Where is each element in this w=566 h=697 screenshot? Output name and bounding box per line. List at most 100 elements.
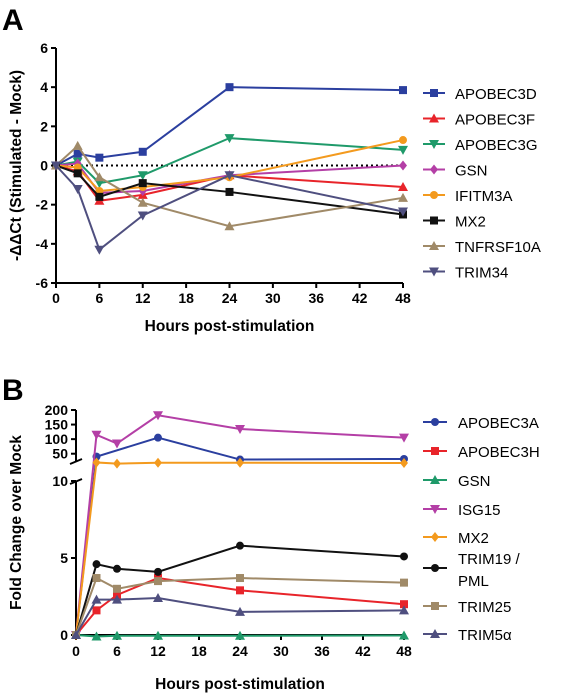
data-point-apobec3g	[224, 134, 235, 144]
y-tick-label: 0	[40, 158, 48, 174]
data-point-gsn	[235, 630, 245, 640]
y-tick-label: 100	[45, 431, 69, 447]
y-tick-label: 5	[60, 550, 68, 566]
legend-marker-tnfrsf10a	[429, 241, 439, 250]
legend-marker-trim34	[429, 267, 439, 277]
y-tick-label: 150	[45, 417, 69, 433]
y-tick-label: 0	[60, 627, 68, 643]
legend-marker-apobec3d	[430, 89, 438, 97]
legend-marker-ifitm3a	[430, 191, 438, 199]
data-point-isg15	[399, 433, 409, 443]
x-tick-label: 12	[135, 290, 151, 306]
data-point-apobec3h	[236, 586, 244, 595]
legend-label-isg15: ISG15	[458, 502, 501, 519]
data-point-isg15	[112, 439, 122, 449]
data-point-mx2	[113, 458, 121, 469]
data-point-apobec3f	[398, 182, 408, 192]
legend-marker-trim19-pml	[431, 564, 439, 572]
data-point-trim19-pml	[400, 552, 408, 561]
legend-label-gsn: GSN	[458, 473, 491, 490]
legend-label-apobec3f: APOBEC3F	[455, 112, 535, 129]
series-line-trim25	[75, 576, 405, 636]
data-point-apobec3g	[398, 145, 408, 155]
y-tick-label: 4	[40, 79, 48, 95]
legend-marker-apobec3a	[431, 418, 439, 426]
x-tick-label: 48	[395, 290, 411, 306]
data-point-ifitm3a	[399, 136, 407, 145]
x-tick-label: 0	[72, 643, 80, 659]
data-point-trim19-pml	[92, 560, 101, 569]
data-point-mx2	[236, 457, 244, 468]
data-point-trim5	[112, 594, 122, 604]
legend-label-trim25: TRIM25	[458, 599, 511, 616]
data-point-trim34	[137, 211, 148, 221]
x-tick-label: 30	[265, 290, 281, 306]
data-point-trim25	[236, 574, 244, 583]
x-tick-label: 0	[52, 290, 60, 306]
y-tick-label: 200	[45, 402, 69, 418]
x-tick-label: 18	[191, 643, 207, 659]
data-point-trim34	[398, 207, 408, 217]
legend-marker-gsn	[430, 475, 440, 484]
data-point-apobec3g	[94, 179, 105, 189]
data-point-apobec3h	[400, 600, 408, 609]
data-point-apobec3d	[95, 153, 104, 162]
x-axis-title: Hours post-stimulation	[155, 676, 325, 693]
x-tick-label: 36	[314, 643, 330, 659]
series-line-trim5	[75, 597, 405, 636]
legend-marker-mx2	[431, 532, 439, 542]
x-tick-label: 18	[178, 290, 194, 306]
data-point-gsn	[399, 630, 409, 640]
series-line-isg15	[75, 414, 405, 636]
panel-b-letter: B	[2, 374, 24, 407]
data-point-apobec3a	[154, 433, 162, 442]
y-axis-title: -ΔΔCt (Stimulated - Mock)	[8, 70, 25, 261]
legend-label-apobec3h: APOBEC3H	[458, 444, 540, 461]
legend-marker-trim25	[431, 602, 439, 610]
data-point-trim25	[113, 584, 121, 593]
data-point-gsn	[91, 631, 102, 641]
x-tick-label: 24	[222, 290, 238, 306]
legend-marker-apobec3g	[429, 140, 439, 149]
data-point-mx2	[73, 169, 82, 178]
legend-label-ifitm3a: IFITM3A	[455, 188, 513, 205]
legend-label-mx2: MX2	[455, 214, 486, 231]
data-point-tnfrsf10a	[224, 221, 235, 231]
panel-a-letter: A	[2, 4, 24, 37]
legend-label-mx2: MX2	[458, 530, 489, 547]
data-point-tnfrsf10a	[137, 197, 148, 207]
data-point-trim25	[154, 577, 162, 586]
legend-label-gsn: GSN	[455, 163, 488, 180]
legend-label-trim19-pml: TRIM19 /PML	[458, 551, 521, 590]
data-point-tnfrsf10a	[94, 172, 105, 182]
data-point-trim5	[153, 593, 163, 603]
legend-label-apobec3g: APOBEC3G	[455, 137, 538, 154]
data-point-gsn	[153, 630, 163, 640]
data-point-trim5	[91, 594, 102, 604]
data-point-mx2	[225, 187, 234, 196]
series-line-apobec3g	[55, 137, 404, 185]
legend-marker-mx2	[430, 216, 438, 225]
series-line-gsn	[75, 634, 405, 638]
y-tick-label: -2	[36, 197, 49, 213]
x-tick-label: 30	[273, 643, 289, 659]
data-point-trim34	[94, 245, 105, 255]
legend-marker-isg15	[430, 505, 440, 514]
data-point-trim19-pml	[113, 564, 121, 573]
data-point-mx2	[400, 458, 408, 469]
x-tick-label: 36	[308, 290, 324, 306]
x-tick-label: 6	[95, 290, 103, 306]
x-tick-label: 24	[232, 643, 248, 659]
data-point-apobec3d	[138, 147, 147, 156]
data-point-trim25	[400, 578, 408, 587]
data-point-trim5	[399, 605, 409, 615]
data-point-trim25	[92, 574, 101, 583]
data-point-apobec3d	[73, 149, 82, 158]
y-tick-label: -4	[36, 236, 49, 252]
data-point-mx2	[92, 457, 101, 468]
legend-label-trim5: TRIM5α	[458, 627, 512, 644]
legend-marker-trim5	[430, 629, 440, 638]
